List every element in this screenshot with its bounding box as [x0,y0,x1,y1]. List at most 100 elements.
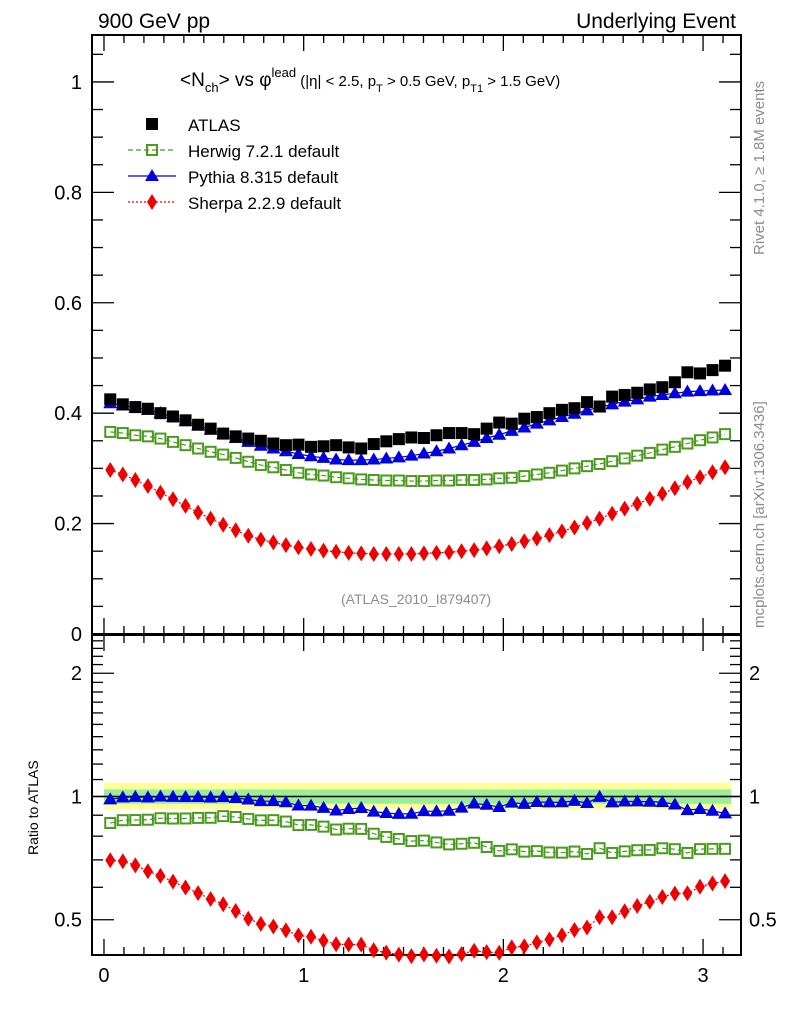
data-point-atlas [518,412,531,425]
data-point-sherpa [306,540,317,557]
ratio-point-herwig [468,836,481,849]
ratio-point-pythia [115,790,130,803]
data-point-sherpa [356,545,367,562]
ratio-point-pythia [216,789,231,802]
data-point-herwig [229,451,242,464]
data-point-sherpa [293,539,304,556]
ratio-point-herwig [292,819,305,832]
x-tick-label: 3 [697,965,708,987]
main-plot-series [103,359,733,562]
data-point-sherpa [632,495,643,512]
series-atlas [104,359,732,455]
ratio-point-sherpa [205,890,216,907]
data-point-sherpa [707,464,718,481]
data-point-sherpa [657,485,668,502]
ratio-y-tick-labels: 0.5 1 2 0.5 1 2 [54,663,777,931]
ratio-point-pythia [379,806,394,819]
ratio-point-pythia [718,806,733,819]
data-point-atlas [455,427,468,440]
data-point-atlas [643,383,656,396]
ratio-point-pythia [128,789,143,802]
data-point-pythia [504,423,519,436]
ratio-point-pythia [479,797,494,810]
data-point-pythia [554,410,569,423]
ratio-point-sherpa [506,939,517,956]
data-point-herwig [217,448,230,461]
ratio-point-sherpa [644,893,655,910]
data-point-sherpa [331,543,342,560]
data-point-atlas [330,439,343,452]
ratio-point-pythia [291,798,306,811]
data-point-atlas [104,393,117,406]
ratio-point-pythia [630,794,645,807]
ratio-point-pythia [153,789,168,802]
ratio-point-pythia [705,803,720,816]
ratio-point-pythia [529,794,544,807]
data-point-pythia [354,453,369,466]
ratio-point-herwig [380,830,393,843]
data-point-sherpa [669,480,680,497]
data-point-atlas [530,411,543,424]
data-point-pythia [605,397,620,410]
ratio-point-sherpa [481,944,492,961]
main-y-tick-labels: 0 0.2 0.4 0.6 0.8 1 [54,72,82,646]
ratio-point-sherpa [418,946,429,963]
main-y-tick-label: 1 [71,72,82,94]
ratio-point-herwig [656,842,669,855]
data-point-atlas [141,402,154,415]
ratio-y-tick-label-right: 0.5 [749,910,777,932]
ratio-point-sherpa [393,946,404,963]
data-point-pythia [442,441,457,454]
data-point-pythia [479,431,494,444]
ratio-point-herwig [405,835,418,848]
data-point-herwig [518,470,531,483]
ratio-point-pythia [140,790,155,803]
data-point-atlas [242,432,255,445]
data-point-atlas [405,431,418,444]
data-point-atlas [505,417,518,430]
ratio-point-sherpa [469,942,480,959]
legend-label: Sherpa 2.2.9 default [188,194,341,213]
data-point-sherpa [418,545,429,562]
data-point-sherpa [205,510,216,527]
data-point-atlas [317,440,330,453]
data-point-atlas [254,434,267,447]
ratio-point-herwig [392,832,405,845]
data-point-herwig [455,473,468,486]
ratio-y-tick-label-right: 2 [749,663,760,685]
data-point-herwig [392,474,405,487]
ratio-point-pythia [605,795,620,808]
ratio-point-sherpa [594,909,605,926]
legend: ATLAS Herwig 7.2.1 default Pythia 8.315 de… [128,116,341,213]
data-point-sherpa [506,536,517,553]
data-point-atlas [581,396,594,409]
data-point-sherpa [406,545,417,562]
data-point-atlas [116,398,129,411]
ratio-point-herwig [217,810,230,823]
data-point-atlas [543,407,556,420]
ratio-point-sherpa [519,938,530,955]
data-point-sherpa [556,523,567,540]
legend-label: Herwig 7.2.1 default [188,142,339,161]
ratio-point-herwig [129,814,142,827]
title-cuts-a: (|η| < 2.5, p [296,73,376,90]
data-point-herwig [631,449,644,462]
ratio-y-tick-label-right: 1 [749,786,760,808]
analysis-watermark: (ATLAS_2010_I879407) [341,591,491,607]
data-point-herwig [305,468,318,481]
ratio-point-herwig [606,846,619,859]
legend-item-atlas: ATLAS [146,116,241,135]
ratio-line-herwig [110,815,726,855]
ratio-point-pythia [504,795,519,808]
ratio-point-pythia [592,789,607,802]
data-point-pythia [429,444,444,457]
data-point-pythia [680,384,695,397]
ratio-point-pythia [191,789,206,802]
data-point-sherpa [230,522,241,539]
data-point-pythia [316,450,331,463]
title-cuts-c: > 1.5 GeV) [483,73,560,90]
data-point-pythia [404,448,419,461]
series-herwig [104,425,732,488]
x-tick-label: 1 [298,965,309,987]
data-point-sherpa [494,538,505,555]
